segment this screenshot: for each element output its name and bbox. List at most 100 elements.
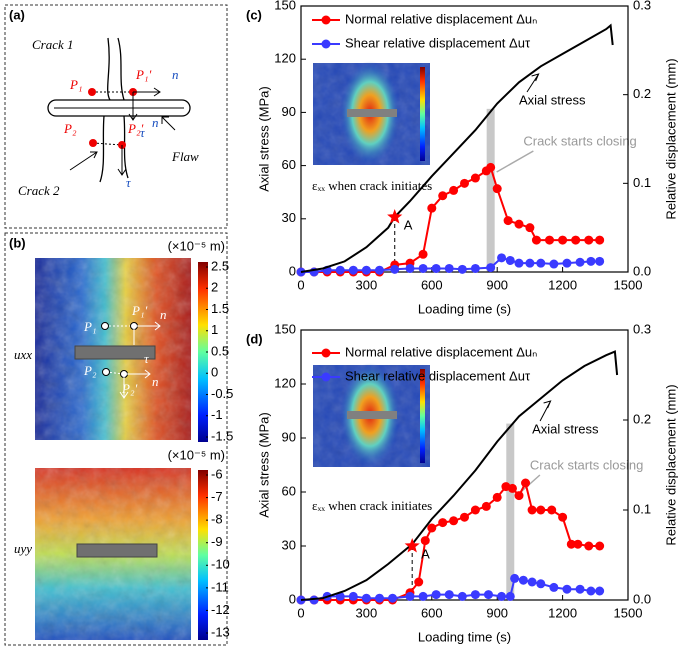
data-point [531,235,541,245]
colorbar-tick-label: -6 [211,466,223,481]
label: τ [144,351,150,366]
data-point [427,203,437,213]
x-tick-label: 600 [421,277,443,292]
label: P₁ [83,319,96,334]
legend-label: Normal relative displacement Δuₙ [345,11,537,26]
data-point [527,505,537,515]
panel-label: (b) [9,235,26,250]
label: τ [140,125,146,140]
label: P₂ [63,121,77,136]
panel-a: (a) Crack 1 Crack 2 Flaw P₁ P₁′ P₂ P₂′ n… [4,4,228,229]
data-point [566,539,576,549]
data-point [595,256,605,266]
label: P₂′ [121,381,137,396]
y-tick-label: 60 [282,157,296,172]
legend-label: Shear relative displacement Δuτ [345,35,531,50]
data-point [527,577,537,587]
arrows [69,116,176,171]
x-tick-label: 300 [356,605,378,620]
band-label: Crack starts closing [530,457,643,472]
data-point [460,178,469,188]
colorbar [198,262,208,442]
label: uxx [14,347,32,362]
data-point [514,258,524,268]
data-point [405,591,415,601]
colorbar-tick-label: -1 [211,407,223,422]
y-tick-label: 30 [282,210,296,225]
colorbar-tick-label: -13 [211,624,230,639]
series-annotation: Axial stress [519,92,586,107]
data-point [405,263,415,273]
data-point [536,579,546,589]
data-point [510,573,520,583]
data-point [431,590,441,600]
y-tick-label: 90 [282,104,296,119]
inset-flaw [347,411,397,419]
y2-axis-title: Relative displacement (mm) [663,58,678,219]
legend-label: Shear relative displacement Δuτ [345,368,531,383]
label: Crack 1 [32,37,74,52]
data-point [470,173,480,183]
data-point [492,184,502,194]
y-tick-label: 150 [274,321,296,336]
band-label: Crack starts closing [523,133,636,148]
y2-tick-label: 0.2 [633,411,651,426]
label: Flaw [171,149,199,164]
crack-1 [117,37,129,179]
inset-caption: εₓₓ when crack initiates [312,498,432,513]
data-point [573,539,583,549]
data-point [470,590,480,600]
data-point [414,577,424,587]
panel-label: (a) [9,7,25,22]
data-point [374,593,384,603]
y2-tick-label: 0.3 [633,0,651,12]
y-tick-label: 120 [274,51,296,66]
y2-tick-label: 0.1 [633,501,651,516]
y-tick-label: 0 [289,263,296,278]
x-tick-label: 0 [297,605,304,620]
data-point [348,265,358,275]
label: uyy [14,541,32,556]
data-point [536,258,546,268]
unit: (×10⁻⁵ m) [168,447,225,462]
x-tick-label: 900 [486,277,508,292]
legend-label: Normal relative displacement Δuₙ [345,344,537,359]
colorbar-tick-label: -8 [211,512,223,527]
panel-label: (c) [246,7,262,22]
data-point [595,235,605,245]
colorbar-tick-label: 2 [211,280,218,295]
y2-tick-label: 0.3 [633,321,651,336]
data-point [586,256,596,266]
panel-frame [4,4,228,229]
data-point [457,591,467,601]
legend-marker [321,39,331,49]
data-point [558,235,568,245]
inset-colorbar [420,369,425,463]
x-axis-title: Loading time (s) [418,301,511,316]
y2-tick-label: 0.2 [633,86,651,101]
colorbar-tick-label: -12 [211,602,230,617]
y-tick-label: 90 [282,429,296,444]
inset-caption: εₓₓ when crack initiates [312,178,432,193]
x-tick-label: 900 [486,605,508,620]
data-point [571,235,581,245]
colorbar-tick-label: -7 [211,489,223,504]
data-point [438,191,448,201]
data-point [575,584,585,594]
colorbar-tick-label: 0 [211,365,218,380]
y-tick-label: 60 [282,483,296,498]
x-tick-label: 1200 [548,277,577,292]
marker-label: A [421,546,430,561]
data-point [514,219,524,229]
data-point [584,541,594,551]
marker-star [387,209,403,224]
label: n [160,307,167,322]
data-point [418,591,428,601]
data-point [505,255,515,265]
label: P₂′ [127,121,143,136]
data-point [418,249,428,259]
point [89,139,97,147]
data-point [457,264,467,274]
y2-tick-label: 0.0 [633,591,651,606]
data-point [547,505,557,515]
